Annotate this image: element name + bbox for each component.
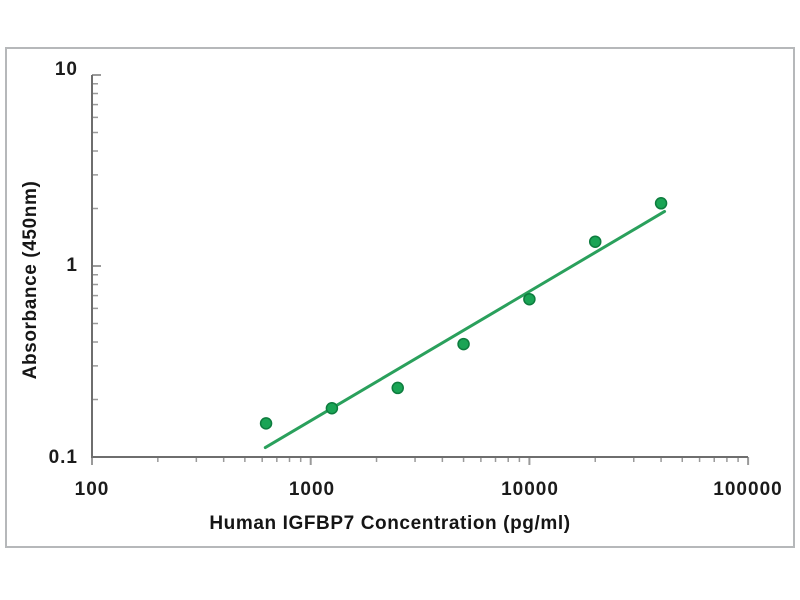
photo-border-frame <box>5 47 795 548</box>
data-point <box>391 381 404 395</box>
y-tick-label-10: 10 <box>54 59 78 80</box>
trend-line <box>263 209 667 450</box>
data-points <box>259 197 668 430</box>
x-tick-label-100: 100 <box>74 479 110 500</box>
x-tick-label-100000: 100000 <box>713 479 783 500</box>
tick-marks <box>91 74 750 465</box>
data-point <box>259 417 273 430</box>
y-tick-label-1: 1 <box>66 255 78 276</box>
y-axis-title: Absorbance (450nm) <box>20 180 41 380</box>
x-axis-title: Human IGFBP7 Concentration (pg/ml) <box>209 513 571 534</box>
data-point <box>588 235 602 248</box>
data-point <box>457 337 470 351</box>
data-point <box>654 197 668 210</box>
x-tick-label-1000: 1000 <box>288 479 336 500</box>
data-point <box>325 401 339 415</box>
data-point <box>523 292 536 306</box>
y-tick-label-0.1: 0.1 <box>48 447 78 468</box>
x-tick-label-10000: 10000 <box>501 479 559 500</box>
